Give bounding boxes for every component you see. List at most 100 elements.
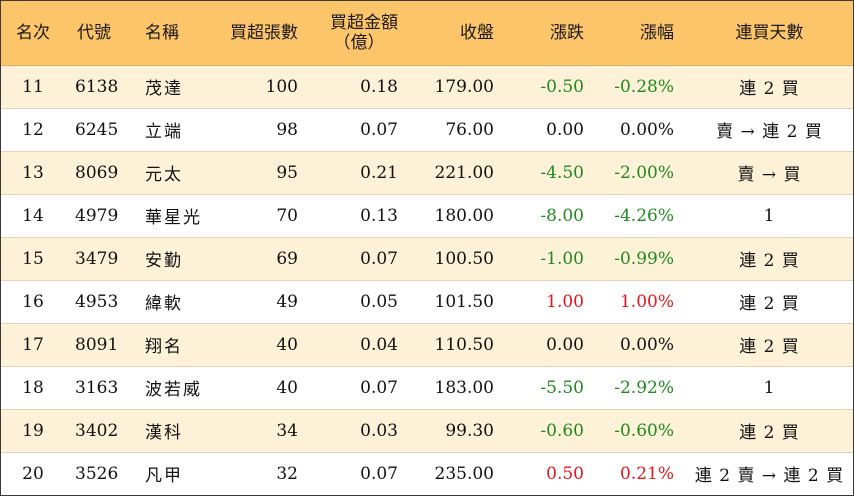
cell-code: 4953 — [75, 291, 119, 312]
cell-change: -0.60 — [540, 420, 584, 441]
cell-buy-lots: 40 — [276, 377, 298, 398]
cell-buy-lots: 70 — [276, 205, 298, 226]
table-row: 12 6245 立端 98 0.07 76.00 0.00 0.00% 賣 → … — [1, 108, 853, 151]
header-code: 代號 — [65, 1, 133, 66]
cell-change: -5.50 — [540, 377, 584, 398]
cell-name: 緯軟 — [145, 294, 183, 314]
cell-code: 8069 — [75, 162, 119, 183]
cell-buy-amount: 0.07 — [360, 248, 398, 269]
cell-buy-days: 連 2 買 — [739, 423, 800, 443]
cell-rank: 20 — [22, 463, 44, 484]
cell-change: 0.00 — [546, 334, 584, 355]
cell-buy-days: 賣 → 連 2 買 — [716, 122, 823, 142]
cell-change-pct: -4.26% — [614, 205, 674, 226]
cell-rank: 18 — [22, 377, 44, 398]
cell-buy-days: 連 2 賣 → 連 2 買 — [694, 466, 845, 487]
cell-buy-days: 連 2 買 — [739, 251, 800, 271]
header-buy-amount-line1: 買超金額 — [330, 12, 398, 33]
cell-code: 4979 — [75, 205, 119, 226]
cell-rank: 14 — [22, 205, 44, 226]
header-buy-amount-line2: （億） — [333, 32, 385, 53]
cell-buy-amount: 0.07 — [360, 119, 398, 140]
cell-close: 110.50 — [434, 334, 494, 355]
table-row: 17 8091 翔名 40 0.04 110.50 0.00 0.00% 連 2… — [1, 323, 853, 366]
cell-buy-amount: 0.07 — [360, 463, 398, 484]
cell-buy-days: 連 2 買 — [739, 294, 800, 314]
cell-rank: 13 — [22, 162, 44, 183]
header-buy-days: 連買天數 — [686, 1, 853, 66]
table-row: 16 4953 緯軟 49 0.05 101.50 1.00 1.00% 連 2… — [1, 280, 853, 323]
table-row: 20 3526 凡甲 32 0.07 235.00 0.50 0.21% 連 2… — [1, 452, 853, 495]
cell-close: 183.00 — [434, 377, 494, 398]
cell-buy-amount: 0.21 — [360, 162, 398, 183]
cell-rank: 16 — [22, 291, 44, 312]
table-body: 11 6138 茂達 100 0.18 179.00 -0.50 -0.28% … — [1, 65, 853, 495]
cell-buy-days: 1 — [763, 377, 776, 398]
cell-name: 華星光 — [145, 208, 202, 228]
cell-change: -8.00 — [540, 205, 584, 226]
cell-buy-amount: 0.04 — [360, 334, 398, 355]
cell-buy-amount: 0.18 — [360, 76, 398, 97]
cell-rank: 15 — [22, 248, 44, 269]
cell-buy-lots: 40 — [276, 334, 298, 355]
header-rank: 名次 — [1, 1, 65, 66]
cell-buy-amount: 0.03 — [360, 420, 398, 441]
cell-buy-lots: 69 — [276, 248, 298, 269]
cell-name: 元太 — [145, 165, 183, 185]
cell-close: 235.00 — [434, 463, 494, 484]
cell-change-pct: 0.21% — [619, 463, 674, 484]
cell-change-pct: -0.60% — [614, 420, 674, 441]
table-row: 11 6138 茂達 100 0.18 179.00 -0.50 -0.28% … — [1, 65, 853, 108]
header-name: 名稱 — [133, 1, 205, 66]
cell-code: 3402 — [75, 420, 119, 441]
cell-buy-lots: 95 — [276, 162, 298, 183]
cell-change-pct: 0.00% — [619, 119, 674, 140]
cell-buy-amount: 0.13 — [360, 205, 398, 226]
cell-change: -4.50 — [540, 162, 584, 183]
cell-change: -1.00 — [540, 248, 584, 269]
cell-rank: 19 — [22, 420, 44, 441]
cell-change: -0.50 — [540, 76, 584, 97]
cell-close: 179.00 — [434, 76, 494, 97]
cell-code: 3479 — [75, 248, 119, 269]
table-row: 19 3402 漢科 34 0.03 99.30 -0.60 -0.60% 連 … — [1, 409, 853, 452]
cell-name: 立端 — [145, 122, 183, 142]
header-buy-amount: 買超金額 （億） — [310, 1, 410, 66]
cell-name: 波若威 — [145, 380, 202, 400]
cell-rank: 17 — [22, 334, 44, 355]
cell-change: 0.50 — [546, 463, 584, 484]
cell-change-pct: -0.99% — [614, 248, 674, 269]
cell-buy-lots: 49 — [276, 291, 298, 312]
cell-close: 101.50 — [434, 291, 494, 312]
cell-code: 3163 — [75, 377, 119, 398]
header-buy-lots: 買超張數 — [205, 1, 310, 66]
table-row: 13 8069 元太 95 0.21 221.00 -4.50 -2.00% 賣… — [1, 151, 853, 194]
cell-rank: 11 — [22, 76, 44, 97]
cell-close: 180.00 — [434, 205, 494, 226]
cell-change: 1.00 — [546, 291, 584, 312]
cell-code: 6245 — [75, 119, 119, 140]
cell-name: 茂達 — [145, 79, 183, 99]
cell-code: 8091 — [75, 334, 119, 355]
cell-rank: 12 — [22, 119, 44, 140]
cell-close: 99.30 — [445, 420, 494, 441]
table-row: 15 3479 安勤 69 0.07 100.50 -1.00 -0.99% 連… — [1, 237, 853, 280]
cell-name: 翔名 — [145, 337, 183, 357]
cell-change: 0.00 — [546, 119, 584, 140]
cell-buy-amount: 0.05 — [360, 291, 398, 312]
cell-name: 安勤 — [145, 251, 183, 271]
cell-buy-lots: 98 — [276, 119, 298, 140]
cell-code: 3526 — [75, 463, 119, 484]
cell-change-pct: -0.28% — [614, 76, 674, 97]
cell-buy-lots: 100 — [265, 76, 298, 97]
header-change-pct: 漲幅 — [596, 1, 686, 66]
cell-buy-days: 賣 → 買 — [737, 165, 802, 185]
table-row: 18 3163 波若威 40 0.07 183.00 -5.50 -2.92% … — [1, 366, 853, 409]
cell-close: 221.00 — [434, 162, 494, 183]
table-row: 14 4979 華星光 70 0.13 180.00 -8.00 -4.26% … — [1, 194, 853, 237]
cell-name: 凡甲 — [145, 466, 183, 487]
header-change: 漲跌 — [506, 1, 596, 66]
cell-buy-lots: 34 — [276, 420, 298, 441]
